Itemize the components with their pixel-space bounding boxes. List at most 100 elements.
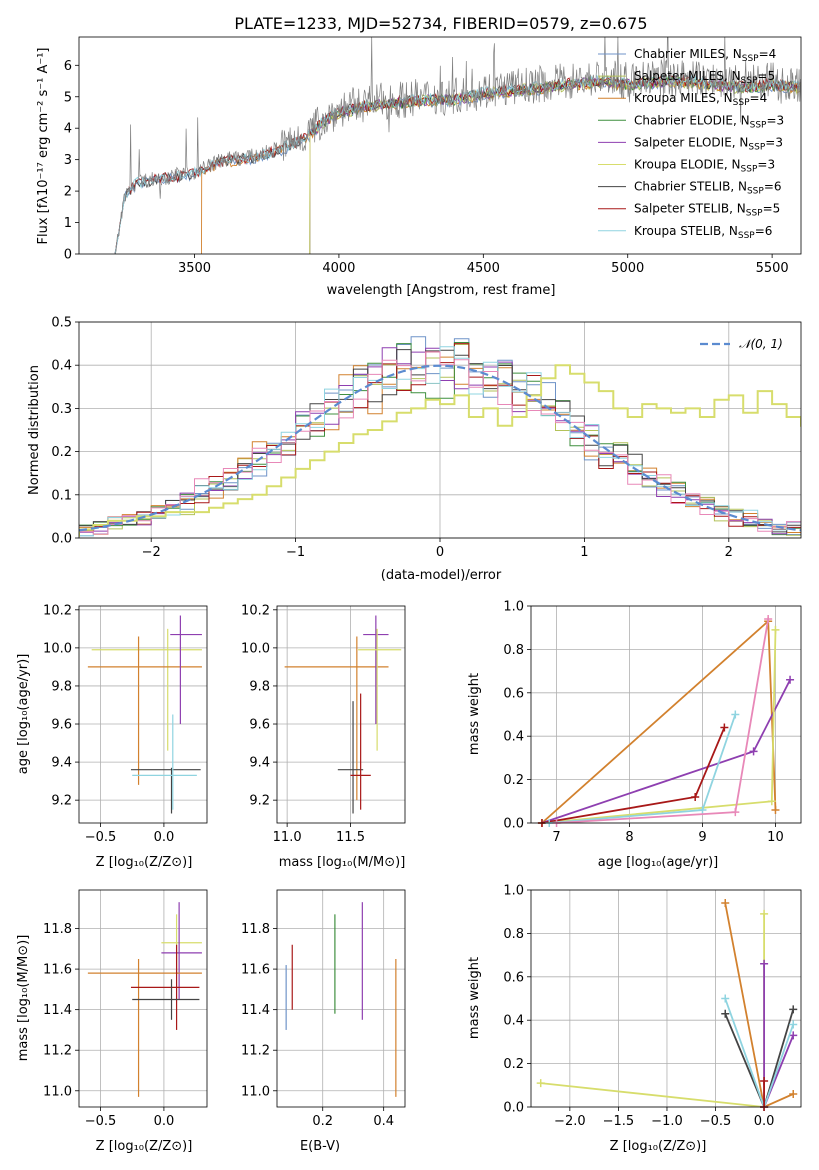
weight-marker [760, 959, 769, 968]
p4-ylabel: mass [log₁₀(M/M⊙)] [16, 935, 31, 1062]
y-tick-label: 0.0 [503, 817, 524, 832]
hist-xlabel: (data-model)/error [381, 568, 502, 583]
y-tick-label: 1.0 [503, 600, 524, 615]
legend-entry: Salpeter ELODIE, NSSP=3 [634, 135, 783, 152]
y-tick-label: 11.4 [241, 1003, 270, 1018]
weight-marker [731, 808, 740, 817]
weight-marker [771, 625, 780, 634]
y-tick-label: 2 [64, 185, 72, 200]
weight-line [541, 629, 777, 824]
p6-ylabel: mass weight [467, 957, 482, 1039]
y-tick-label: 0.0 [51, 532, 72, 547]
legend-entry: Chabrier STELIB, NSSP=6 [634, 180, 782, 197]
legend-entry: 𝒩(0, 1) [739, 337, 783, 351]
y-tick-label: 0.4 [51, 359, 72, 374]
legend-subscript: SSP [750, 120, 767, 130]
age-vs-z-panel: −0.5 0.0 9.2 9.4 9.6 9.8 10.0 10.2 [43, 603, 208, 845]
legend-subscript: SSP [748, 142, 765, 152]
p5-xlabel: E(B-V) [300, 1139, 340, 1154]
y-tick-label: 0.6 [503, 970, 524, 985]
y-tick-label: 11.6 [241, 963, 270, 978]
legend-entry: Kroupa STELIB, NSSP=6 [634, 224, 772, 241]
y-tick-label: 0.5 [51, 316, 72, 331]
data-spectrum-line [115, 37, 801, 254]
x-tick-label: 10 [767, 830, 784, 845]
figure-title: PLATE=1233, MJD=52734, FIBERID=0579, z=0… [234, 14, 647, 33]
y-tick-label: 0.2 [503, 1057, 524, 1072]
weight-marker [760, 1076, 769, 1085]
p4-xlabel: Z [log₁₀(Z/Z⊙)] [96, 1139, 193, 1154]
x-tick-label: 11.0 [273, 830, 302, 845]
weight-marker [721, 994, 730, 1003]
gaussian-curve [78, 364, 802, 532]
y-tick-label: 11.2 [241, 1044, 270, 1059]
y-tick-label: 9.4 [249, 756, 270, 771]
y-tick-label: 0.2 [503, 773, 524, 788]
legend-count: =5 [757, 69, 775, 83]
y-tick-label: 0.4 [503, 1014, 524, 1029]
weight-vs-age-panel: 7 8 9 10 0.0 0.2 0.4 0.6 0.8 1.0 [503, 600, 802, 845]
p3-ylabel: mass weight [467, 673, 482, 755]
x-tick-label: 11.5 [336, 830, 365, 845]
weight-marker [698, 805, 707, 814]
y-tick-label: 1 [64, 216, 72, 231]
legend-entry: Salpeter MILES, NSSP=5 [634, 69, 775, 86]
x-tick-label: 0.0 [754, 1114, 775, 1129]
spectrum-ylabel: Flux [fλ10⁻¹⁷ erg cm⁻² s⁻¹ A⁻¹] [36, 48, 51, 245]
weight-marker [767, 797, 776, 806]
legend-entry: Chabrier MILES, NSSP=4 [634, 47, 776, 64]
p3-xlabel: age [log₁₀(age/yr)] [598, 855, 719, 870]
axes-frame [78, 321, 802, 539]
legend-subscript: SSP [741, 165, 758, 175]
x-tick-label: 0.4 [373, 1114, 394, 1129]
y-tick-label: 9.8 [51, 679, 72, 694]
x-tick-label: 0 [436, 545, 444, 560]
histogram-step-line [79, 351, 801, 535]
y-tick-label: 9.2 [51, 794, 72, 809]
y-tick-label: 0.0 [503, 1101, 524, 1116]
weight-line [541, 619, 777, 824]
y-tick-label: 0.3 [51, 402, 72, 417]
axes-frame [78, 889, 208, 1108]
mass-vs-ebv-panel: 0.2 0.4 11.0 11.2 11.4 11.6 11.8 [241, 889, 406, 1129]
weight-marker [789, 1031, 798, 1040]
y-tick-label: 0.8 [503, 927, 524, 942]
legend-count: =4 [750, 91, 768, 105]
y-tick-label: 9.4 [51, 756, 72, 771]
legend-subscript: SSP [738, 231, 755, 241]
y-tick-label: 11.2 [43, 1044, 72, 1059]
weight-marker [760, 909, 769, 918]
weight-marker [789, 1020, 798, 1029]
x-tick-label: 1 [580, 545, 588, 560]
weight-marker [789, 1089, 798, 1098]
y-tick-label: 11.0 [241, 1084, 270, 1099]
spectrum-xlabel: wavelength [Angstrom, rest frame] [327, 283, 556, 298]
legend-subscript: SSP [742, 54, 759, 64]
y-tick-label: 10.2 [43, 603, 72, 618]
x-tick-label: −1.5 [603, 1114, 635, 1129]
y-tick-label: 9.8 [249, 679, 270, 694]
residual-histogram-panel: −2 −1 0 1 2 0.0 0.1 0.2 0.3 0.4 0.5 𝒩(0, 1) [51, 316, 802, 560]
y-tick-label: 0.4 [503, 730, 524, 745]
y-tick-label: 0.1 [51, 488, 72, 503]
y-tick-label: 0.8 [503, 643, 524, 658]
x-tick-label: 5000 [611, 261, 644, 276]
weight-marker [721, 899, 730, 908]
weight-line [724, 998, 795, 1110]
x-tick-label: 5500 [756, 261, 789, 276]
y-tick-label: 0.6 [503, 686, 524, 701]
weight-marker [764, 615, 773, 624]
weight-marker [749, 747, 758, 756]
x-tick-label: 0.0 [154, 830, 175, 845]
legend-subscript: SSP [733, 98, 750, 108]
legend-entry: Salpeter STELIB, NSSP=5 [634, 202, 780, 219]
y-tick-label: 1.0 [503, 884, 524, 899]
legend-subscript: SSP [747, 187, 764, 197]
y-tick-label: 11.8 [43, 922, 72, 937]
y-tick-label: 11.8 [241, 922, 270, 937]
weight-marker [786, 675, 795, 684]
y-tick-label: 10.2 [241, 603, 270, 618]
hist-ylabel: Normed distribution [27, 365, 42, 495]
weight-marker [721, 1009, 730, 1018]
age-vs-mass-panel: 11.0 11.5 9.2 9.4 9.6 9.8 10.0 10.2 [241, 603, 406, 845]
